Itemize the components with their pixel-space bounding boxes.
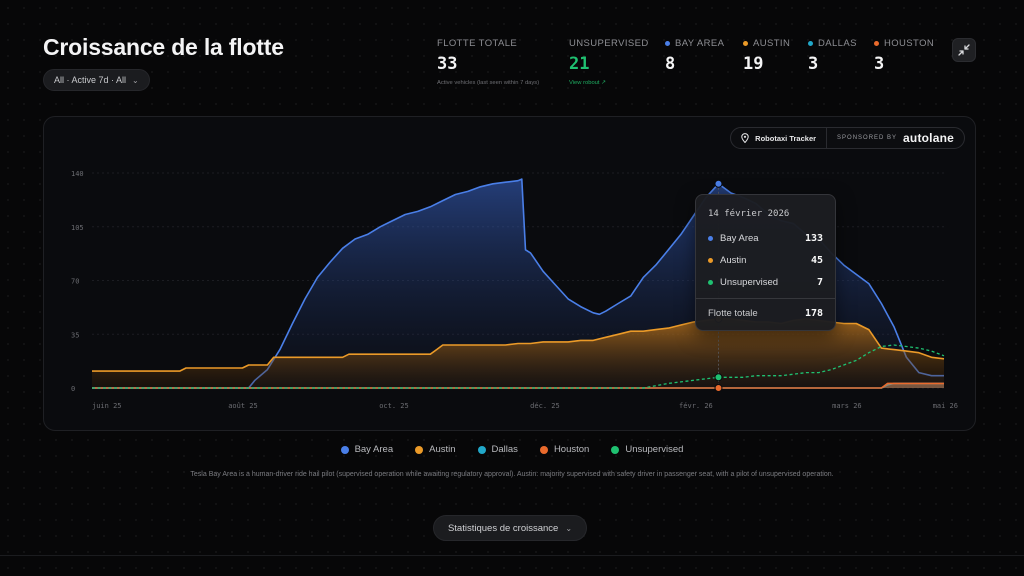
x-tick-label: mai 26 xyxy=(933,402,958,410)
hover-point xyxy=(714,179,723,188)
x-tick-label: oct. 25 xyxy=(379,402,409,410)
legend-label: Dallas xyxy=(491,444,518,455)
y-tick-label: 0 xyxy=(71,385,75,393)
tooltip-row-unsupervised: Unsupervised 7 xyxy=(708,277,823,288)
x-tick-label: juin 25 xyxy=(92,402,122,410)
legend-dot-icon xyxy=(415,445,424,454)
chevron-down-icon: ⌄ xyxy=(565,523,573,533)
page-title: Croissance de la flotte xyxy=(43,34,284,60)
chart-card: 0 35 70 105 140 juin 25 août 25 oct. 25 déc. 25 f… xyxy=(43,116,976,431)
stat-value: 3 xyxy=(874,54,885,74)
location-pin-icon xyxy=(741,133,749,143)
x-tick-label: déc. 25 xyxy=(530,402,560,410)
stat-city-dallas: DALLAS 3 xyxy=(808,38,857,74)
chevron-down-icon: ⌄ xyxy=(132,75,139,85)
collapse-icon xyxy=(958,44,970,56)
stat-value: 19 xyxy=(743,54,764,74)
tooltip-row-label: Austin xyxy=(720,255,747,266)
growth-button-label: Statistiques de croissance xyxy=(447,522,559,534)
legend-dot-icon xyxy=(808,41,813,46)
legend-label: Unsupervised xyxy=(625,444,684,455)
y-tick-label: 105 xyxy=(71,224,84,232)
stat-subtext: Active vehicles (last seen within 7 days… xyxy=(437,80,540,86)
collapse-button[interactable] xyxy=(952,38,976,62)
stat-value: 3 xyxy=(808,54,819,74)
legend-label: Houston xyxy=(553,444,590,455)
stat-label: UNSUPERVISED xyxy=(569,38,649,49)
tooltip-date: 14 février 2026 xyxy=(708,209,790,219)
tooltip-row-label: Unsupervised xyxy=(720,277,779,288)
x-tick-label: févr. 26 xyxy=(679,402,713,410)
robotaxi-tracker-link[interactable]: Robotaxi Tracker xyxy=(731,128,828,148)
hover-point xyxy=(714,384,723,392)
stat-label: FLOTTE TOTALE xyxy=(437,38,518,49)
stat-value: 33 xyxy=(437,54,458,74)
hover-point xyxy=(714,373,723,382)
stat-total-fleet: FLOTTE TOTALE 33 Active vehicles (last s… xyxy=(437,38,539,86)
legend-item-houston[interactable]: Houston xyxy=(539,444,590,455)
stat-unsupervised: UNSUPERVISED 21 View robout ↗ xyxy=(569,38,649,86)
legend-dot-icon xyxy=(708,236,713,241)
legend-label: Austin xyxy=(429,444,456,455)
chart-legend: Bay Area Austin Dallas Houston Unsupervi… xyxy=(0,444,1024,455)
y-tick-label: 35 xyxy=(71,331,79,339)
x-tick-label: août 25 xyxy=(228,402,258,410)
tooltip-total-label: Flotte totale xyxy=(708,308,758,319)
legend-item-unsupervised[interactable]: Unsupervised xyxy=(611,444,683,455)
tooltip-row-value: 45 xyxy=(810,255,823,266)
stat-value: 8 xyxy=(665,54,676,74)
legend-dot-icon xyxy=(708,280,713,285)
growth-stats-button[interactable]: Statistiques de croissance ⌄ xyxy=(433,515,587,541)
chart-tooltip: 14 février 2026 Bay Area 133 Austin 45 U… xyxy=(695,194,836,331)
legend-dot-icon xyxy=(539,445,548,454)
stat-label: HOUSTON xyxy=(884,38,935,49)
stat-city-austin: AUSTIN 19 xyxy=(743,38,790,74)
legend-dot-icon xyxy=(340,445,349,454)
tooltip-total: Flotte totale 178 xyxy=(708,308,823,319)
stat-label: DALLAS xyxy=(818,38,857,49)
y-tick-label: 140 xyxy=(71,170,84,178)
series-area-austin xyxy=(92,318,944,388)
divider xyxy=(0,555,1024,556)
legend-dot-icon xyxy=(708,258,713,263)
x-tick-label: mars 26 xyxy=(832,402,862,410)
tooltip-row-value: 133 xyxy=(804,233,823,244)
tooltip-total-value: 178 xyxy=(804,308,823,319)
legend-item-dallas[interactable]: Dallas xyxy=(477,444,518,455)
view-robout-link[interactable]: View robout ↗ xyxy=(569,80,606,86)
stat-label: BAY AREA xyxy=(675,38,725,49)
series-line-austin xyxy=(92,318,945,372)
tooltip-row-austin: Austin 45 xyxy=(708,255,823,266)
legend-dot-icon xyxy=(477,445,486,454)
legend-dot-icon xyxy=(611,445,620,454)
tracker-label: Robotaxi Tracker xyxy=(755,133,817,143)
stat-city-bay-area: BAY AREA 8 xyxy=(665,38,724,74)
legend-item-austin[interactable]: Austin xyxy=(415,444,456,455)
filter-dropdown[interactable]: All · Active 7d · All ⌄ xyxy=(43,69,150,91)
stat-city-houston: HOUSTON 3 xyxy=(874,38,934,74)
fleet-growth-chart[interactable]: 0 35 70 105 140 juin 25 août 25 oct. 25 déc. 25 f… xyxy=(44,117,976,431)
filter-label: All · Active 7d · All xyxy=(54,75,127,85)
autolane-logo[interactable]: autolane xyxy=(903,131,954,145)
tooltip-row-value: 7 xyxy=(816,277,823,288)
sponsor-pill[interactable]: Robotaxi Tracker SPONSORED BY autolane xyxy=(730,127,965,149)
series-line-houston xyxy=(92,382,944,389)
y-tick-label: 70 xyxy=(71,278,79,286)
sponsored-label: SPONSORED BY xyxy=(837,135,898,141)
stat-value: 21 xyxy=(569,54,590,74)
tooltip-row-bay-area: Bay Area 133 xyxy=(708,233,823,244)
legend-label: Bay Area xyxy=(354,444,394,455)
stat-label: AUSTIN xyxy=(753,38,791,49)
tooltip-row-label: Bay Area xyxy=(720,233,759,244)
tooltip-divider xyxy=(696,298,835,299)
legend-item-bay-area[interactable]: Bay Area xyxy=(340,444,394,455)
legend-dot-icon xyxy=(665,41,670,46)
legend-dot-icon xyxy=(743,41,748,46)
legend-dot-icon xyxy=(874,41,879,46)
chart-footnote: Tesla Bay Area is a human-driver ride ha… xyxy=(190,471,834,478)
